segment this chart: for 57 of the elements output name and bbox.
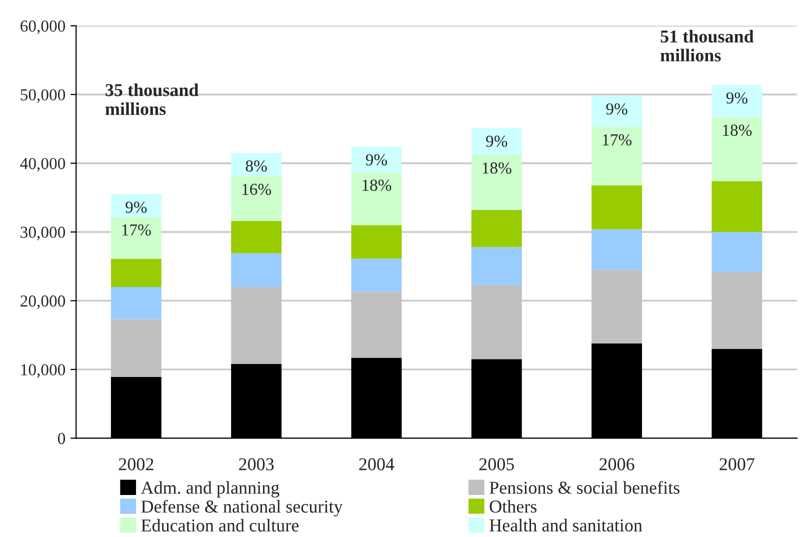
bar [592, 229, 642, 270]
x-tick-label: 2007 [720, 458, 754, 470]
annotation: 51 thousand millions [660, 30, 754, 62]
annotation: 9% [606, 103, 628, 115]
bar [592, 126, 642, 186]
x-tick-label: 2003 [239, 458, 274, 470]
annotation: 17% [602, 134, 632, 146]
annotation: 9% [366, 154, 388, 166]
bar [471, 210, 522, 248]
legend-label: Education and culture [141, 518, 299, 532]
bar [231, 152, 282, 176]
bar [110, 216, 162, 259]
y-tick-label: 50,000 [20, 89, 66, 103]
annotation: 18% [362, 180, 392, 191]
legend-label: Health and sanitation [490, 518, 642, 532]
legend-label: Adm. and planning [140, 481, 280, 498]
bar [712, 117, 762, 182]
annotation: 18% [723, 124, 752, 136]
bar [351, 146, 402, 172]
annotation: 9% [726, 92, 748, 104]
bar [231, 253, 282, 287]
annotation: 9% [126, 202, 147, 213]
x-tick-label: 2002 [118, 458, 154, 470]
bar [712, 84, 762, 118]
legend-label: Defense & national security [141, 500, 343, 516]
bar [351, 172, 402, 226]
x-tick-label: 2004 [359, 458, 394, 470]
bar [231, 176, 282, 221]
annotation: 16% [242, 184, 272, 196]
y-tick-label: 20,000 [20, 295, 66, 310]
bar [471, 128, 522, 155]
bar [110, 286, 162, 320]
legend-label: Others [490, 500, 537, 513]
annotation: 8% [246, 160, 267, 172]
bar [351, 258, 402, 292]
bar [712, 181, 762, 232]
annotation: 9% [486, 136, 508, 147]
bar [592, 185, 642, 230]
bar [351, 225, 402, 259]
annotation: 35 thousand millions [105, 84, 199, 116]
annotation: 17% [122, 224, 151, 236]
y-tick-label: 60,000 [20, 20, 66, 34]
bar [231, 220, 282, 254]
bar [592, 96, 642, 127]
y-tick-label: 10,000 [21, 364, 66, 378]
annotation: 18% [482, 162, 512, 174]
legend-label: Pensions & social benefits [490, 480, 680, 494]
x-tick-label: 2005 [479, 458, 514, 470]
bar [110, 258, 162, 287]
y-tick-label: 30,000 [20, 226, 66, 240]
x-tick-label: 2006 [600, 458, 634, 470]
y-tick-label: 0 [58, 432, 66, 444]
bar [471, 155, 522, 210]
bar [712, 232, 762, 272]
bar [110, 194, 162, 217]
y-tick-label: 40,000 [20, 158, 66, 172]
bar [471, 247, 522, 285]
